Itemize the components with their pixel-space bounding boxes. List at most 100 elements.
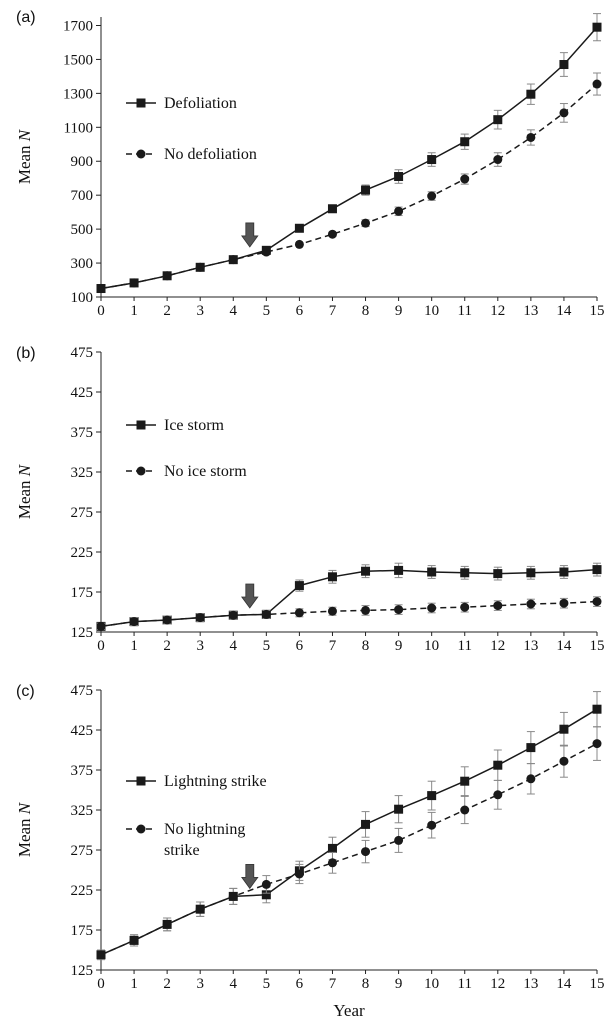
data-point-circle <box>592 739 602 749</box>
y-tick-label: 225 <box>71 545 94 561</box>
x-tick-label: 10 <box>424 303 439 319</box>
legend-entry-2: No lightning strike <box>126 821 245 859</box>
x-tick-label: 2 <box>163 303 171 319</box>
data-point-square <box>460 776 470 786</box>
data-point-circle <box>129 935 139 945</box>
x-tick-label: 10 <box>424 976 439 992</box>
x-tick-label: 8 <box>362 976 370 992</box>
y-tick-label: 325 <box>71 465 94 481</box>
legend-entry-1: Lightning strike <box>126 773 267 790</box>
data-point-square <box>361 566 371 576</box>
disturbance-arrow-icon <box>241 864 259 890</box>
x-tick-label: 12 <box>490 303 505 319</box>
data-point-circle <box>394 835 404 845</box>
data-point-circle <box>129 278 139 288</box>
y-tick-label: 275 <box>71 505 94 521</box>
y-tick-label: 1100 <box>64 120 93 136</box>
x-tick-label: 9 <box>395 976 403 992</box>
y-tick-label: 475 <box>71 683 94 699</box>
y-axis-label: Mean N <box>15 128 34 184</box>
series-line <box>100 83 598 290</box>
data-point-circle <box>228 255 238 265</box>
y-tick-label: 275 <box>71 843 94 859</box>
data-point-circle <box>559 598 569 608</box>
data-point-circle <box>327 606 337 616</box>
data-point-circle <box>592 597 602 607</box>
x-tick-label: 5 <box>263 303 271 319</box>
y-tick-label: 375 <box>71 425 94 441</box>
data-point-circle <box>228 610 238 620</box>
data-point-square <box>361 185 371 195</box>
legend-marker-square <box>136 776 146 786</box>
data-point-circle <box>427 603 437 613</box>
y-tick-label: 1500 <box>63 52 93 68</box>
data-point-square <box>526 89 536 99</box>
data-point-square <box>559 567 569 577</box>
y-tick-label: 425 <box>71 385 94 401</box>
data-point-square <box>526 568 536 578</box>
data-point-square <box>394 804 404 814</box>
x-tick-label: 12 <box>490 638 505 654</box>
legend-marker-square <box>136 420 146 430</box>
data-point-square <box>261 890 271 900</box>
x-tick-label: 6 <box>296 638 304 654</box>
data-point-circle <box>294 239 304 249</box>
data-point-square <box>427 791 437 801</box>
legend-entry-2: No ice storm <box>126 463 247 480</box>
x-tick-label: 8 <box>362 638 370 654</box>
data-point-square <box>327 843 337 853</box>
x-tick-label: 15 <box>590 976 605 992</box>
data-point-circle <box>294 608 304 618</box>
data-point-square <box>493 569 503 579</box>
data-point-square <box>559 724 569 734</box>
y-axis-label: Mean N <box>15 463 34 519</box>
data-point-circle <box>294 869 304 879</box>
y-tick-label: 175 <box>71 585 94 601</box>
x-tick-label: 9 <box>395 638 403 654</box>
x-tick-label: 5 <box>263 976 271 992</box>
data-point-square <box>294 581 304 591</box>
x-tick-label: 1 <box>130 976 138 992</box>
data-point-circle <box>195 262 205 272</box>
x-tick-label: 4 <box>230 303 238 319</box>
x-tick-label: 15 <box>590 638 605 654</box>
y-tick-label: 500 <box>71 222 94 238</box>
x-tick-label: 12 <box>490 976 505 992</box>
data-point-circle <box>427 191 437 201</box>
x-tick-label: 8 <box>362 303 370 319</box>
data-point-square <box>592 22 602 32</box>
y-tick-label: 475 <box>71 345 94 361</box>
legend-marker-circle <box>136 149 146 159</box>
data-point-circle <box>460 174 470 184</box>
legend-marker-circle <box>136 824 146 834</box>
data-point-circle <box>493 601 503 611</box>
data-point-square <box>361 819 371 829</box>
x-tick-label: 11 <box>458 303 472 319</box>
x-tick-label: 0 <box>97 976 105 992</box>
data-point-circle <box>261 879 271 889</box>
x-tick-label: 10 <box>424 638 439 654</box>
legend-marker-square <box>136 98 146 108</box>
legend-entry-1: Defoliation <box>126 95 237 112</box>
data-point-square <box>460 137 470 147</box>
y-tick-label: 225 <box>71 883 94 899</box>
disturbance-arrow-icon <box>241 583 259 609</box>
data-point-circle <box>361 847 371 857</box>
y-tick-label: 1300 <box>63 86 93 102</box>
data-point-circle <box>261 609 271 619</box>
data-point-circle <box>394 206 404 216</box>
data-point-square <box>493 760 503 770</box>
y-tick-label: 100 <box>71 290 94 306</box>
arrow-shape <box>241 583 259 609</box>
x-tick-label: 3 <box>196 638 204 654</box>
data-point-circle <box>361 218 371 228</box>
x-tick-label: 0 <box>97 638 105 654</box>
legend-label: No lightning strike <box>164 821 245 859</box>
x-tick-label: 0 <box>97 303 105 319</box>
series-1 <box>96 562 602 631</box>
x-tick-label: 3 <box>196 303 204 319</box>
x-tick-label: 7 <box>329 638 337 654</box>
y-tick-label: 375 <box>71 763 94 779</box>
panel-label: (c) <box>16 683 35 700</box>
x-tick-label: 7 <box>329 303 337 319</box>
